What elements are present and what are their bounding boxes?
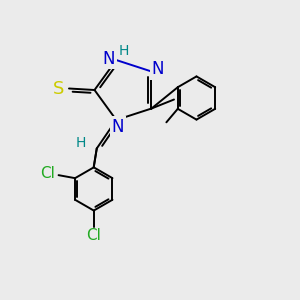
- Text: H: H: [118, 44, 129, 58]
- Text: N: N: [151, 60, 164, 78]
- Text: H: H: [76, 136, 86, 150]
- Text: N: N: [103, 50, 115, 68]
- Text: N: N: [112, 118, 124, 136]
- Text: Cl: Cl: [86, 228, 101, 243]
- Text: S: S: [53, 80, 64, 98]
- Text: Cl: Cl: [40, 166, 55, 181]
